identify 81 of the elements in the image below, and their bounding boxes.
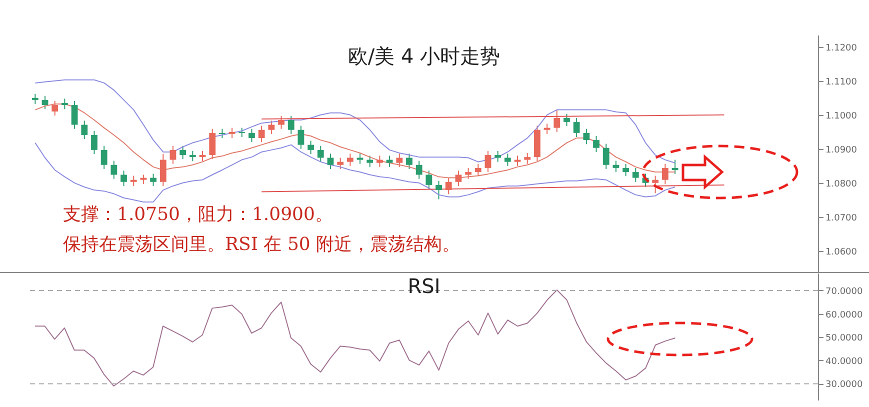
candlestick — [120, 170, 127, 186]
y-tick-label: 40.0000 — [826, 356, 863, 367]
candlestick — [62, 98, 68, 110]
candlestick — [100, 145, 108, 170]
candlestick — [91, 130, 98, 155]
candlestick — [416, 160, 422, 180]
candlestick — [426, 170, 432, 190]
candlestick — [484, 150, 492, 173]
candlestick — [317, 145, 324, 162]
candlestick — [554, 109, 560, 132]
candlestick — [632, 167, 639, 182]
candlestick — [81, 120, 88, 140]
candlestick — [564, 113, 570, 127]
candlestick — [298, 125, 304, 150]
annotation: 保持在震荡区间里。RSI 在 50 附近，震荡结构。 — [63, 234, 460, 255]
candlestick — [189, 150, 196, 162]
line-series — [34, 142, 676, 202]
candlestick — [160, 154, 166, 186]
candlestick — [474, 163, 482, 177]
candlestick — [356, 153, 364, 164]
candlestick — [386, 155, 393, 168]
candlestick — [258, 125, 265, 143]
candlestick — [465, 167, 472, 180]
candlestick — [652, 175, 659, 194]
candlestick — [396, 153, 403, 168]
candlestick — [672, 159, 678, 175]
candlestick — [436, 180, 442, 200]
y-tick-label: 1.1000 — [826, 111, 858, 122]
y-tick-label: 1.1200 — [826, 43, 858, 54]
y-tick-label: 60.0000 — [826, 310, 863, 320]
candlestick — [150, 173, 156, 186]
candlestick — [455, 170, 462, 186]
candlestick — [42, 95, 48, 110]
candlestick — [228, 127, 236, 139]
text: 欧/美 4 小时走势 — [348, 44, 500, 68]
candlestick — [170, 145, 176, 164]
candlestick — [573, 117, 580, 138]
candlestick — [524, 152, 531, 164]
candlestick — [662, 163, 668, 184]
candlestick — [219, 128, 226, 139]
candlestick — [140, 174, 147, 184]
y-tick-label: 1.0700 — [826, 213, 858, 224]
candlestick — [32, 93, 38, 105]
candlestick — [593, 135, 600, 152]
candlestick — [199, 150, 206, 162]
y-tick-label: 1.1100 — [826, 77, 858, 88]
candlestick — [406, 153, 412, 170]
candlestick — [268, 120, 275, 134]
candlestick — [514, 155, 521, 166]
y-tick-label: 1.0900 — [826, 145, 858, 156]
candlestick — [71, 100, 78, 130]
candlestick — [583, 128, 590, 145]
candlestick — [248, 128, 255, 143]
candlestick — [337, 157, 344, 170]
candlestick — [288, 115, 294, 134]
annotation: 支撑：1.0750，阻力：1.0900。 — [63, 204, 333, 225]
candlestick — [110, 160, 118, 180]
candlestick — [504, 153, 511, 166]
y-tick-label: 70.0000 — [826, 286, 863, 297]
candlestick — [346, 153, 354, 166]
y-tick-label: 30.0000 — [826, 380, 863, 390]
candlestick — [327, 153, 334, 170]
chart-title: RSI — [408, 274, 440, 298]
candlestick — [445, 177, 452, 195]
candlestick — [52, 100, 58, 116]
candlestick — [180, 145, 186, 160]
y-tick-label: 1.0600 — [826, 247, 858, 258]
candlestick — [622, 163, 629, 177]
candlestick — [238, 127, 246, 138]
candlestick — [209, 128, 216, 160]
candlestick — [494, 150, 502, 162]
candlestick — [308, 140, 314, 155]
candlestick — [130, 175, 137, 186]
y-tick-label: 50.0000 — [826, 334, 863, 344]
candlestick — [278, 115, 284, 130]
candlestick — [544, 123, 550, 134]
candlestick — [366, 155, 374, 168]
candlestick — [612, 160, 620, 173]
candlestick — [602, 143, 610, 170]
y-tick-label: 1.0800 — [826, 179, 858, 190]
candlestick — [376, 155, 383, 168]
